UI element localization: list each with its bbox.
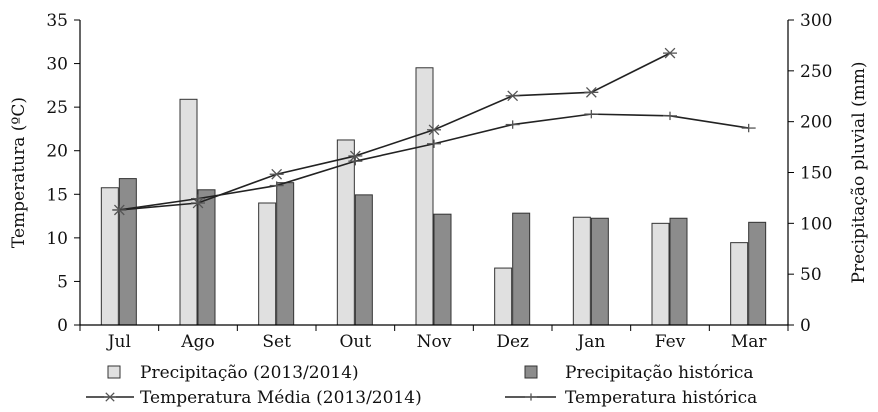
left-tick-label: 20 [46, 142, 68, 162]
legend-label-precip-historica: Precipitação histórica [565, 363, 754, 383]
legend-marker-temp-media [104, 392, 116, 402]
line-temperatura-media [119, 52, 671, 211]
legend-label-temp-media: Temperatura Média (2013/2014) [140, 388, 422, 408]
right-axis-title: Precipitação pluvial (mm) [849, 62, 869, 284]
bar-precip-historica-dez [512, 212, 531, 326]
bar-precip-historica-ago [197, 189, 216, 326]
bar-precip-2013-2014-jul [100, 187, 119, 326]
axes-group: 0 5 10 15 20 25 30 35 0 50 100 150 200 250 300 Jul Ago Se… [9, 11, 869, 352]
point-temp-historica-jan [584, 109, 599, 119]
left-tick-label: 0 [57, 316, 68, 336]
bar-precip-2013-2014-nov [415, 67, 434, 326]
x-tick-label-mar: Mar [731, 332, 768, 352]
line-temperatura-historica [119, 113, 749, 211]
right-tick-label: 0 [800, 316, 811, 336]
legend-label-temp-historica: Temperatura histórica [565, 388, 757, 408]
bar-precip-historica-jan [590, 217, 609, 326]
point-temp-historica-dez [505, 120, 520, 129]
bar-precip-2013-2014-mar [730, 242, 749, 326]
right-tick-label: 250 [800, 62, 832, 82]
bars-group [100, 67, 767, 326]
bar-precip-2013-2014-jan [572, 216, 591, 326]
bar-precip-2013-2014-set [258, 202, 277, 326]
point-temp-historica-jul [112, 205, 127, 215]
point-temp-media-set [269, 168, 284, 180]
x-tick-label-dez: Dez [496, 332, 529, 352]
left-tick-label: 15 [46, 185, 68, 205]
lines-group [112, 47, 756, 216]
point-temp-media-fev [663, 47, 677, 59]
right-tick-label: 100 [800, 214, 832, 234]
x-tick-label-jan: Jan [575, 332, 605, 352]
left-tick-label: 35 [46, 11, 68, 31]
bar-precip-historica-out [354, 194, 373, 326]
point-temp-media-dez [505, 90, 520, 102]
right-tick-label: 200 [800, 113, 832, 133]
bar-precip-2013-2014-out [336, 139, 355, 326]
point-temp-historica-fev [663, 111, 677, 121]
point-temp-historica-set [269, 181, 284, 190]
right-tick-label: 150 [800, 164, 832, 184]
point-temp-historica-mar [741, 123, 756, 133]
legend: Precipitação (2013/2014) Precipitação his… [86, 363, 757, 408]
left-tick-label: 30 [46, 55, 68, 75]
x-tick-label-nov: Nov [417, 332, 452, 352]
bar-precip-2013-2014-dez [494, 267, 513, 326]
point-temp-historica-ago [191, 194, 205, 203]
x-tick-label-set: Set [262, 332, 291, 352]
bar-precip-historica-jul [118, 178, 137, 326]
bar-precip-2013-2014-fev [651, 222, 670, 326]
x-tick-label-out: Out [339, 332, 371, 352]
x-tick-label-ago: Ago [180, 332, 214, 352]
point-temp-media-out [348, 150, 363, 162]
left-tick-label: 25 [46, 98, 68, 118]
x-tick-label-fev: Fev [655, 332, 686, 352]
left-axis-title: Temperatura (ºC) [9, 97, 29, 248]
right-tick-label: 300 [800, 11, 832, 31]
x-tick-label-jul: Jul [106, 332, 131, 352]
bar-precip-2013-2014-ago [179, 98, 198, 326]
left-tick-label: 10 [46, 229, 68, 249]
point-temp-media-nov [427, 124, 441, 136]
bar-precip-historica-nov [433, 213, 452, 326]
legend-swatch-precip-historica [524, 365, 538, 379]
right-tick-label: 50 [800, 265, 822, 285]
legend-label-precip-2013-2014: Precipitação (2013/2014) [140, 363, 359, 383]
bar-precip-historica-fev [669, 217, 688, 326]
legend-marker-temp-historica [525, 393, 537, 401]
point-temp-historica-out [348, 156, 363, 166]
point-temp-media-jan [584, 86, 599, 98]
point-temp-historica-nov [427, 139, 441, 148]
bar-precip-historica-mar [748, 221, 767, 326]
legend-swatch-precip-2013-2014 [107, 365, 121, 379]
left-tick-label: 5 [57, 272, 68, 292]
bar-precip-historica-set [276, 182, 295, 326]
